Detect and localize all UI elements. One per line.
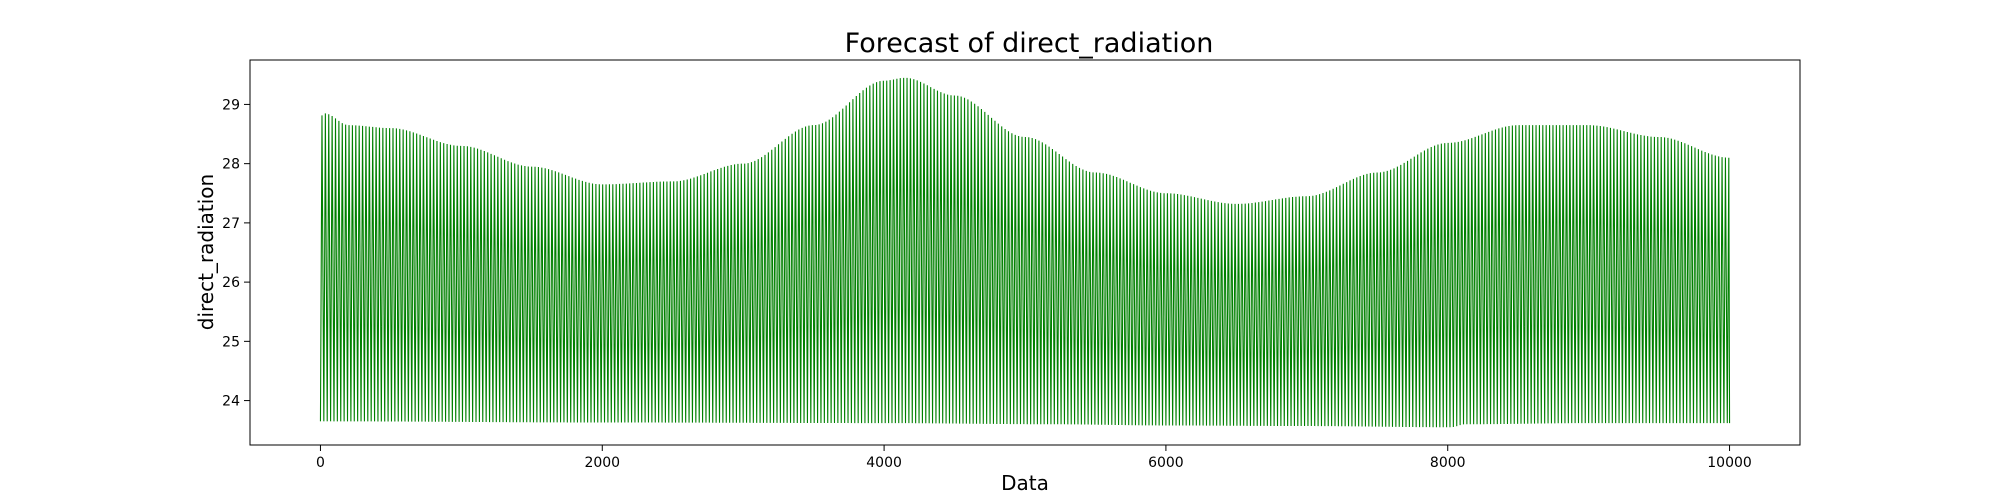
y-tick-label: 25: [222, 334, 240, 350]
x-tick-label: 4000: [866, 455, 902, 471]
chart-title: Forecast of direct_radiation: [845, 28, 1214, 59]
y-tick-label: 24: [222, 394, 240, 410]
y-tick-label: 29: [222, 97, 240, 113]
x-tick-label: 2000: [584, 455, 620, 471]
plot-frame: [249, 59, 1801, 446]
x-tick-label: 8000: [1430, 455, 1466, 471]
x-tick-label: 10000: [1707, 455, 1752, 471]
x-axis: 0 2000 4000 6000 8000 10000: [316, 445, 1752, 471]
x-tick-label: 0: [316, 455, 325, 471]
series-line-direct-radiation: [319, 77, 1731, 428]
x-axis-label: Data: [1001, 471, 1049, 495]
y-tick-label: 27: [222, 216, 240, 232]
plot-area: [319, 77, 1731, 428]
y-axis-label: direct_radiation: [194, 174, 218, 330]
y-tick-label: 26: [222, 275, 240, 291]
x-tick-label: 6000: [1148, 455, 1184, 471]
y-axis: 24 25 26 27 28 29: [222, 97, 250, 410]
y-tick-label: 28: [222, 157, 240, 173]
